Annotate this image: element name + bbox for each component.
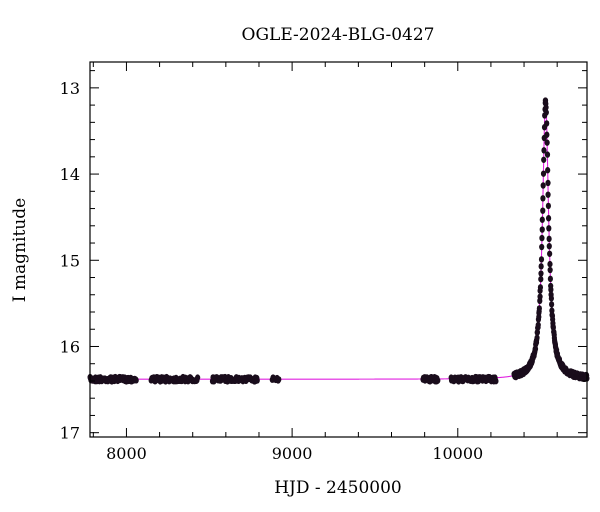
data-point [546, 225, 552, 232]
data-point [537, 284, 544, 291]
model-curve [90, 98, 588, 380]
data-point [493, 377, 499, 385]
data-point [540, 182, 546, 189]
y-tick-label: 17 [60, 424, 80, 443]
data-point [544, 139, 550, 146]
y-tick-label: 14 [60, 165, 80, 184]
data-point [538, 275, 544, 283]
data-point [540, 207, 546, 214]
data-point [547, 260, 553, 268]
data-point [544, 151, 551, 158]
data-point [545, 202, 552, 210]
data-point [541, 156, 547, 163]
data-point [545, 215, 552, 222]
x-axis-label: HJD - 2450000 [274, 478, 402, 498]
data-points-layer [87, 97, 590, 385]
data-point [435, 377, 441, 384]
data-point [546, 235, 552, 243]
data-point [540, 170, 547, 177]
data-point [254, 377, 260, 384]
axes-layer [89, 61, 588, 438]
data-point [544, 120, 550, 127]
data-point [535, 321, 541, 329]
x-tick-label: 8000 [106, 444, 147, 463]
data-point [276, 376, 282, 383]
data-point [539, 243, 545, 251]
data-point [546, 242, 552, 250]
data-point [539, 226, 545, 233]
ticks-layer [90, 62, 587, 437]
data-point [547, 275, 553, 283]
data-point [538, 263, 544, 270]
model-curve-layer [90, 98, 588, 380]
data-point [543, 109, 549, 116]
x-tick-label: 10000 [432, 444, 483, 463]
data-point [543, 104, 549, 111]
data-point [547, 250, 553, 257]
y-tick-label: 16 [60, 337, 80, 356]
y-tick-label: 13 [60, 79, 80, 98]
y-axis-label: I magnitude [10, 198, 30, 302]
x-tick-label: 9000 [272, 444, 313, 463]
data-point [537, 293, 543, 300]
data-point [540, 195, 546, 202]
data-point [536, 305, 542, 312]
y-tick-label: 15 [60, 251, 80, 270]
data-point [547, 266, 553, 274]
data-point [545, 167, 551, 174]
plot-frame [89, 61, 588, 438]
data-point [539, 234, 545, 242]
chart-title: OGLE-2024-BLG-0427 [242, 25, 435, 45]
data-point [538, 256, 545, 263]
data-point [549, 301, 555, 308]
data-point [544, 131, 550, 138]
data-point [538, 270, 544, 277]
data-point [534, 334, 540, 341]
data-point [545, 179, 551, 187]
data-point [545, 191, 551, 198]
data-point [195, 374, 201, 381]
data-point [541, 147, 547, 154]
data-point [539, 216, 545, 223]
data-point [548, 286, 554, 293]
data-point [133, 377, 139, 384]
data-point [548, 295, 554, 302]
tick-labels-layer: 8000 9000 10000 13 14 15 16 17 [60, 79, 484, 463]
